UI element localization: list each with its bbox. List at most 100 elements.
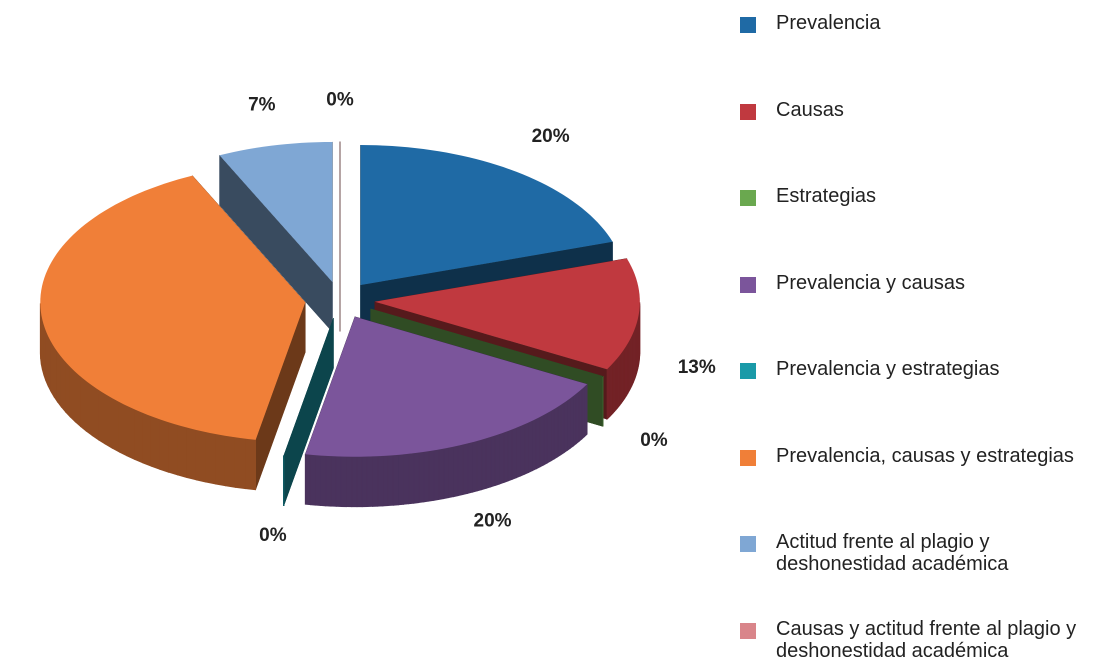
legend-label: Prevalencia [776,12,881,34]
slice-outer-wall [65,360,71,418]
legend-label: Estrategias [776,185,877,207]
slice-outer-wall [481,437,487,491]
slice-outer-wall [50,339,55,399]
slice-outer-wall [494,433,500,487]
slice-outer-wall [485,436,492,489]
slice-outer-wall [85,380,93,437]
legend-label: Prevalencia y causas [776,271,965,294]
slice-outer-wall [186,427,197,481]
slice-outer-wall [335,455,342,507]
slice-outer-wall [499,431,505,485]
slice [219,141,333,282]
slice-outer-wall [134,408,144,464]
slice-outer-wall [91,384,99,441]
legend-label: Causas y actitud frente al plagio y desh… [776,617,1077,662]
slice-outer-wall [403,453,410,505]
slice-outer-wall [47,335,52,392]
slice-outer-wall [453,445,459,498]
data-label: 13% [678,357,716,378]
slice-outer-wall [578,388,583,443]
slice-outer-wall [543,412,548,466]
legend: Prevalencia Causas Estrategias Prevalencia … [740,0,1096,666]
slice-outer-wall [382,455,389,507]
slice-outer-wall [356,456,363,508]
slice-outer-wall [340,456,347,508]
legend-item: Prevalencia [740,12,1086,34]
slice-outer-wall [567,397,571,452]
slice-outer-wall [215,433,226,487]
slice-outer-wall [111,397,120,453]
slice-outer-wall [118,401,128,457]
slice-outer-wall [428,449,435,502]
slice [40,175,306,440]
slice-outer-wall [346,456,353,508]
legend-swatch [740,363,756,379]
slice-outer-wall [520,423,526,477]
legend-item: Causas y actitud frente al plagio y desh… [740,618,1086,662]
slice-outer-wall [98,389,106,445]
slice-outer-wall [366,456,373,507]
slice-outer-wall [245,438,257,491]
slice-outer-wall [462,442,469,496]
slice [374,258,640,370]
legend-item: Prevalencia, causas y estrategias [740,445,1086,467]
slice-outer-wall [205,431,216,485]
slice-outer-wall [553,406,559,460]
slice-outer-wall [351,456,358,508]
data-label: 0% [259,525,287,546]
slice-outer-wall [490,434,496,488]
slice-outer-wall [224,435,236,488]
slice-outer-wall [142,412,152,467]
slice-outer-wall [392,454,399,506]
slice-outer-wall [557,403,562,458]
slice-outer-wall [532,418,537,472]
slice-outer-wall [387,454,394,507]
slice-outer-wall [320,455,327,507]
slice-outer-wall [503,430,509,484]
slice-outer-wall [309,454,316,506]
slice-outer-wall [168,421,179,476]
legend-swatch [740,536,756,552]
data-label: 7% [248,94,276,115]
slice-outer-wall [150,415,161,470]
legend-item: Estrategias [740,185,1086,207]
slice-outer-wall [472,440,478,493]
slice-outer-wall [53,345,58,404]
slice-outer-wall [546,410,552,464]
slice-outer-wall [304,453,311,506]
slice-outer-wall [315,454,322,506]
slice-outer-wall [325,455,332,507]
slice-outer-wall [539,414,545,468]
legend-item: Causas [740,99,1086,121]
slice-outer-wall [443,447,449,500]
slice-outer-wall [423,450,430,503]
legend-item: Actitud frente al plagio y deshonestidad… [740,531,1086,575]
slice-outer-wall [330,455,337,507]
legend-swatch [740,190,756,206]
legend-swatch [740,276,756,293]
slice-outer-wall [528,420,533,474]
legend-swatch [740,449,756,466]
slice-outer-wall [570,395,574,449]
slice-outer-wall [60,355,66,414]
legend-item: Prevalencia y causas [740,272,1086,294]
legend-label: Prevalencia, causas y estrategias [776,444,1074,467]
slice-outer-wall [467,441,473,494]
slice-outer-wall [56,350,62,409]
slice-outer-wall [398,453,404,506]
slice [283,318,334,456]
slice-outer-wall [575,390,580,445]
legend-label: Prevalencia y estrategias [776,358,1000,380]
data-label: 20% [474,510,512,531]
slice-outer-wall [448,446,454,499]
slice-outer-wall [535,416,541,470]
slice-outer-wall [126,405,136,461]
slice-outer-wall [159,418,169,473]
slice-outer-wall [69,365,76,423]
slice-outer-wall [361,456,368,508]
slice-outer-wall [438,448,445,501]
data-label: 0% [326,90,354,111]
data-label: 0% [640,430,668,451]
slice-outer-wall [560,401,565,456]
